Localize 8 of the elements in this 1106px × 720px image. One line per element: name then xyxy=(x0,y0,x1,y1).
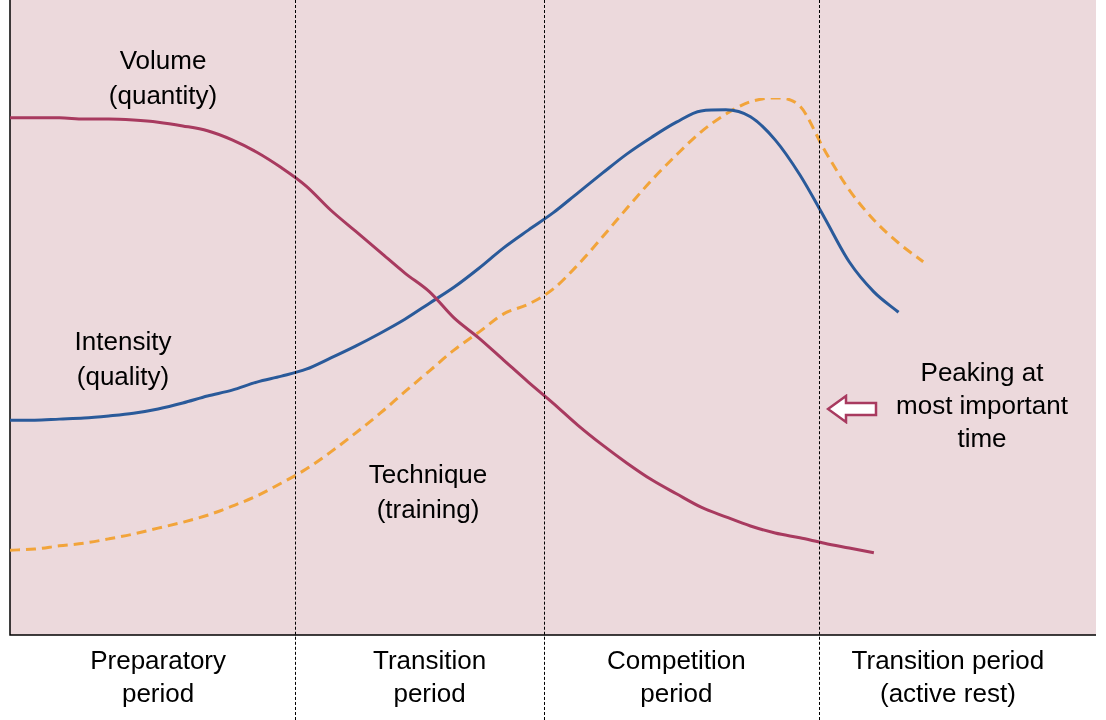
series-label: Intensity (quality) xyxy=(74,326,172,392)
x-tick-label: Transition period xyxy=(372,644,487,708)
x-tick-label: Preparatory period xyxy=(90,644,227,708)
series-label: Technique (training) xyxy=(368,459,488,525)
annotation: Peaking at most important time xyxy=(895,356,1069,455)
x-tick-label: Transition period (active rest) xyxy=(851,644,1045,708)
x-tick-label: Competition period xyxy=(607,644,746,708)
series-label: Volume (quantity) xyxy=(108,45,218,111)
